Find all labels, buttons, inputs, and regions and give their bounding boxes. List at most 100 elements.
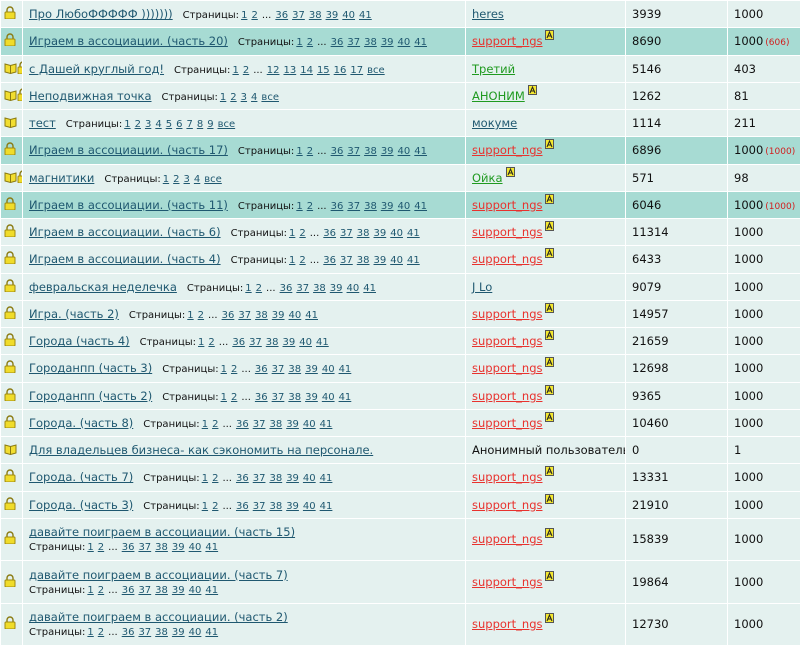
page-link[interactable]: 37: [253, 419, 266, 430]
topic-title[interactable]: давайте поиграем в ассоциации. (часть 15…: [29, 525, 295, 539]
page-link[interactable]: 2: [98, 585, 104, 596]
topic-title[interactable]: февральская неделечка: [29, 280, 177, 294]
author-link[interactable]: support_ngs: [472, 307, 542, 321]
author-link[interactable]: support_ngs: [472, 225, 542, 239]
page-link[interactable]: 2: [173, 174, 179, 185]
page-link[interactable]: 37: [249, 337, 262, 348]
topic-title[interactable]: Играем в ассоциации. (часть 20): [29, 34, 228, 48]
page-link[interactable]: 40: [189, 585, 202, 596]
page-link[interactable]: 39: [286, 501, 299, 512]
page-link[interactable]: 1: [221, 364, 227, 375]
page-link[interactable]: 39: [172, 627, 185, 638]
author-link[interactable]: support_ngs: [472, 252, 542, 266]
page-link[interactable]: 39: [172, 542, 185, 553]
page-link[interactable]: 2: [231, 364, 237, 375]
topic-title[interactable]: Города. (часть 3): [29, 498, 133, 512]
page-link[interactable]: 3: [145, 119, 151, 130]
page-link[interactable]: 36: [236, 501, 249, 512]
page-link[interactable]: 1: [296, 201, 302, 212]
page-link[interactable]: 38: [309, 10, 322, 21]
page-link[interactable]: 36: [275, 10, 288, 21]
page-link[interactable]: 2: [307, 201, 313, 212]
page-link[interactable]: 37: [138, 585, 151, 596]
page-link[interactable]: 39: [286, 473, 299, 484]
page-link[interactable]: 36: [122, 627, 135, 638]
page-link[interactable]: 39: [381, 201, 394, 212]
page-link[interactable]: 41: [414, 37, 427, 48]
page-link[interactable]: 37: [340, 255, 353, 266]
page-link[interactable]: 38: [269, 419, 282, 430]
page-link[interactable]: 39: [326, 10, 339, 21]
page-link[interactable]: 7: [186, 119, 192, 130]
page-link[interactable]: 1: [202, 501, 208, 512]
page-link[interactable]: 36: [222, 310, 235, 321]
page-link[interactable]: 37: [347, 37, 360, 48]
topic-title[interactable]: давайте поиграем в ассоциации. (часть 7): [29, 568, 288, 582]
author-link[interactable]: support_ngs: [472, 532, 542, 546]
page-link[interactable]: 38: [266, 337, 279, 348]
page-link[interactable]: 1: [220, 92, 226, 103]
page-link[interactable]: все: [367, 65, 385, 76]
page-link[interactable]: 38: [255, 310, 268, 321]
page-link[interactable]: 37: [272, 392, 285, 403]
page-link[interactable]: 4: [155, 119, 161, 130]
topic-title[interactable]: Для владельцев бизнеса- как сэкономить н…: [29, 443, 373, 457]
page-link[interactable]: 39: [330, 283, 343, 294]
page-link[interactable]: 2: [212, 501, 218, 512]
page-link[interactable]: 36: [331, 146, 344, 157]
page-link[interactable]: 37: [340, 228, 353, 239]
page-link[interactable]: 36: [122, 542, 135, 553]
page-link[interactable]: 41: [205, 627, 218, 638]
page-link[interactable]: 2: [299, 255, 305, 266]
author-link[interactable]: Ойка: [472, 171, 503, 185]
author-link[interactable]: support_ngs: [472, 361, 542, 375]
page-link[interactable]: 41: [320, 473, 333, 484]
page-link[interactable]: 41: [305, 310, 318, 321]
page-link[interactable]: 38: [313, 283, 326, 294]
topic-title[interactable]: давайте поиграем в ассоциации. (часть 2): [29, 610, 288, 624]
page-link[interactable]: 40: [189, 627, 202, 638]
page-link[interactable]: все: [204, 174, 222, 185]
page-link[interactable]: 38: [364, 37, 377, 48]
page-link[interactable]: 41: [339, 364, 352, 375]
page-link[interactable]: 36: [331, 201, 344, 212]
page-link[interactable]: 1: [87, 542, 93, 553]
page-link[interactable]: 40: [347, 283, 360, 294]
topic-title[interactable]: Городанпп (часть 3): [29, 361, 152, 375]
page-link[interactable]: 15: [317, 65, 330, 76]
page-link[interactable]: 1: [198, 337, 204, 348]
page-link[interactable]: 38: [155, 542, 168, 553]
page-link[interactable]: 12: [267, 65, 280, 76]
page-link[interactable]: 1: [87, 585, 93, 596]
page-link[interactable]: 36: [255, 364, 268, 375]
page-link[interactable]: 4: [251, 92, 257, 103]
page-link[interactable]: 9: [207, 119, 213, 130]
page-link[interactable]: все: [218, 119, 236, 130]
author-link[interactable]: support_ngs: [472, 470, 542, 484]
page-link[interactable]: 1: [87, 627, 93, 638]
page-link[interactable]: 2: [230, 92, 236, 103]
page-link[interactable]: 1: [124, 119, 130, 130]
page-link[interactable]: 37: [272, 364, 285, 375]
page-link[interactable]: 2: [307, 146, 313, 157]
page-link[interactable]: 37: [238, 310, 251, 321]
page-link[interactable]: 41: [320, 501, 333, 512]
topic-title[interactable]: Неподвижная точка: [29, 89, 152, 103]
page-link[interactable]: 41: [407, 228, 420, 239]
page-link[interactable]: 40: [303, 419, 316, 430]
page-link[interactable]: 2: [212, 419, 218, 430]
author-link[interactable]: support_ngs: [472, 143, 542, 157]
topic-title[interactable]: Города. (часть 7): [29, 470, 133, 484]
page-link[interactable]: 41: [414, 201, 427, 212]
page-link[interactable]: 41: [359, 10, 372, 21]
topic-title[interactable]: Играем в ассоциации. (часть 6): [29, 225, 221, 239]
page-link[interactable]: 2: [135, 119, 141, 130]
page-link[interactable]: 40: [303, 501, 316, 512]
page-link[interactable]: 37: [138, 627, 151, 638]
page-link[interactable]: 2: [307, 37, 313, 48]
page-link[interactable]: 2: [299, 228, 305, 239]
page-link[interactable]: 2: [198, 310, 204, 321]
page-link[interactable]: 39: [381, 37, 394, 48]
page-link[interactable]: 5: [166, 119, 172, 130]
page-link[interactable]: 37: [292, 10, 305, 21]
